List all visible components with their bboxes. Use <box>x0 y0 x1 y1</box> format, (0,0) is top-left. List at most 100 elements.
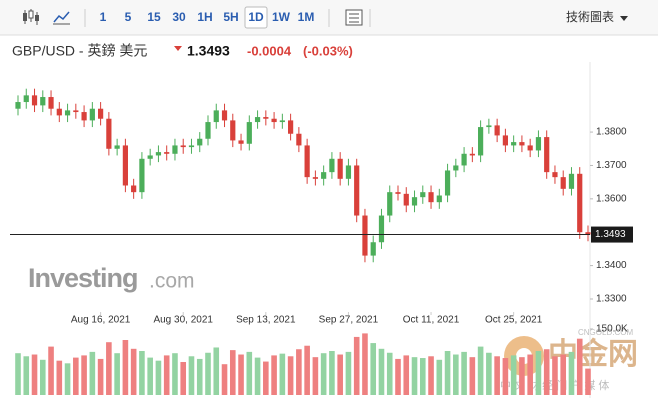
candle-body <box>577 173 583 233</box>
candle-body <box>453 165 459 171</box>
candle-body <box>502 135 508 146</box>
volume-bar <box>486 352 492 395</box>
volume-bar <box>271 355 277 395</box>
volume-bar <box>163 355 170 395</box>
volume-bar <box>23 356 30 395</box>
volume-bar <box>419 358 426 395</box>
candle-body <box>568 173 575 189</box>
volume-bar <box>106 342 112 395</box>
y-tick-label: 1.3800 <box>596 127 627 138</box>
candle-body <box>312 177 318 179</box>
symbol: GBP/USD - 英鎊 美元 <box>12 43 147 59</box>
candle-body <box>89 108 95 121</box>
candle-body <box>296 133 302 146</box>
volume-bar <box>329 351 335 395</box>
volume-bar <box>155 360 162 395</box>
x-tick-label: Aug 30, 2021 <box>153 315 213 326</box>
candle-body <box>147 155 153 159</box>
interval-button[interactable]: 1 <box>100 10 107 24</box>
last-price-tag <box>591 226 633 243</box>
candle-body <box>15 102 21 109</box>
candle-body <box>403 193 409 206</box>
candle-icon[interactable] <box>23 9 39 25</box>
interval-button[interactable]: 5H <box>223 10 238 24</box>
volume-bar <box>180 362 187 395</box>
volume-bar <box>386 352 393 395</box>
candle-body <box>552 172 558 178</box>
x-tick-label: Aug 16, 2021 <box>71 315 131 326</box>
volume-bar <box>73 357 79 395</box>
volume-bar <box>527 354 533 395</box>
volume-bar <box>139 351 145 395</box>
x-tick-label: Sep 13, 2021 <box>236 315 296 326</box>
volume-bar <box>444 351 451 395</box>
candle-body <box>254 117 261 123</box>
plot: 1.3300 1.3400 1.3600 1.3700 1.3800 Aug 16, 20… <box>10 62 633 398</box>
volume-bar <box>15 353 21 395</box>
y-tick-label: 1.3400 <box>596 260 627 271</box>
line-icon[interactable] <box>53 11 70 25</box>
candle-body <box>345 165 352 179</box>
candle-body <box>585 232 591 235</box>
settings-icon[interactable] <box>345 9 363 26</box>
price: 1.3493 <box>187 43 230 59</box>
interval-button[interactable]: 15 <box>147 10 161 24</box>
candle-body <box>188 145 195 148</box>
dropdown-arrow[interactable] <box>620 16 628 21</box>
candle-body <box>444 170 451 196</box>
volume-bar <box>353 336 360 395</box>
volume-bar <box>81 355 87 395</box>
candle-body <box>494 125 500 136</box>
candle-body <box>527 145 533 151</box>
candle-body <box>205 122 211 139</box>
candle-body <box>238 140 244 144</box>
candle-body <box>48 97 54 109</box>
volume-bar <box>453 354 459 395</box>
volume-bar <box>48 346 54 395</box>
candle-body <box>131 185 137 193</box>
volume-bar <box>39 359 46 395</box>
volume-bar <box>263 361 269 395</box>
candle-body <box>387 192 393 216</box>
volume-bar <box>428 356 434 395</box>
interval-button[interactable]: 30 <box>172 10 186 24</box>
volume-bar <box>213 347 220 395</box>
y-tick-label: 1.3600 <box>596 193 627 204</box>
candle-body <box>519 142 525 146</box>
volume-bar <box>502 358 509 395</box>
interval-button[interactable]: 1H <box>197 10 212 24</box>
candle-body <box>378 215 385 243</box>
volume-tick-label: 150.0K <box>596 324 628 335</box>
active-interval-box <box>244 6 268 29</box>
volume-bar <box>147 357 153 395</box>
candle-body <box>279 120 285 123</box>
interval-button[interactable]: 1W <box>272 10 291 24</box>
candle-body <box>544 137 550 173</box>
interval-button[interactable]: 1M <box>298 10 315 24</box>
candle-body <box>362 215 368 256</box>
volume-bar <box>436 359 443 395</box>
volume-bar <box>519 357 525 395</box>
candle-body <box>106 118 112 149</box>
candle-body <box>197 138 203 146</box>
candle-body <box>486 125 492 128</box>
investing-logo-suffix: .com <box>149 270 195 293</box>
volume-bar <box>279 353 286 395</box>
interval-button[interactable]: 5 <box>125 10 132 24</box>
volume-bar <box>64 363 71 395</box>
y-tick-label: 1.3300 <box>596 294 627 305</box>
technical-chart-menu[interactable]: 技術圖表 <box>566 10 614 24</box>
candle-body <box>40 97 46 106</box>
volume-bar <box>552 356 558 395</box>
candle-body <box>329 158 335 173</box>
volume-bar <box>337 354 343 395</box>
volume-bar <box>362 333 368 395</box>
volume-bar <box>56 360 63 395</box>
interval-button[interactable]: 1D <box>248 10 264 24</box>
volume-bar <box>205 352 211 395</box>
y-tick-label: 1.3700 <box>596 160 627 171</box>
volume-bar <box>238 354 244 395</box>
candle-body <box>288 120 294 134</box>
volume-bar <box>246 351 253 395</box>
volume-bar <box>114 353 120 395</box>
